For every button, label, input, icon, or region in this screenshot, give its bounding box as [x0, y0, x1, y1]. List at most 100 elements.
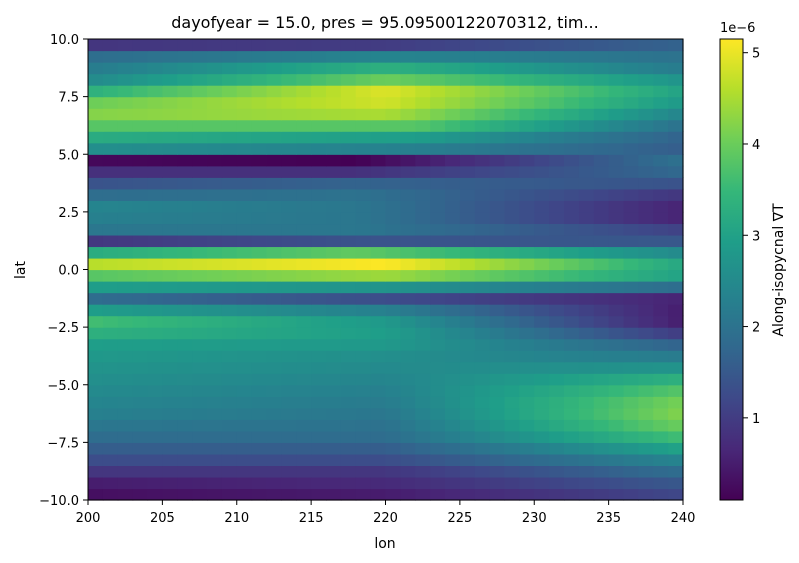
heatmap-cell — [623, 396, 639, 409]
heatmap-cell — [311, 223, 327, 236]
heatmap-cell — [534, 465, 550, 478]
heatmap-cell — [445, 211, 461, 225]
heatmap-cell — [236, 488, 253, 501]
heatmap-cell — [162, 85, 178, 98]
heatmap-cell — [504, 211, 520, 225]
heatmap-cell — [266, 211, 282, 225]
heatmap-cell — [668, 246, 684, 259]
heatmap-cell — [311, 177, 327, 190]
heatmap-cell — [623, 246, 639, 259]
heatmap-cell — [474, 131, 491, 144]
heatmap-cell — [251, 165, 268, 178]
heatmap-cell — [459, 327, 476, 340]
heatmap-cell — [385, 85, 401, 98]
heatmap-cell — [385, 315, 401, 328]
heatmap-cell — [266, 373, 282, 386]
heatmap-cell — [266, 188, 282, 201]
heatmap-cell — [623, 154, 639, 167]
heatmap-cell — [192, 73, 208, 86]
colorbar-tick-label: 2 — [752, 321, 760, 336]
heatmap-cell — [162, 211, 178, 225]
heatmap-cell — [564, 154, 580, 167]
heatmap-cell — [608, 62, 625, 75]
heatmap-cell — [311, 119, 327, 132]
heatmap-cell — [430, 338, 446, 351]
heatmap-cell — [474, 234, 491, 248]
heatmap-cell — [459, 234, 476, 248]
heatmap-cell — [459, 430, 476, 443]
heatmap-cell — [445, 142, 461, 155]
heatmap-cell — [504, 85, 520, 98]
heatmap-cell — [281, 154, 297, 167]
heatmap-cell — [489, 234, 506, 248]
heatmap-cell — [549, 96, 565, 109]
heatmap-cell — [147, 281, 163, 294]
heatmap-cell — [355, 39, 372, 52]
heatmap-cell — [668, 165, 684, 178]
heatmap-cell — [147, 211, 163, 225]
heatmap-cell — [340, 211, 357, 225]
heatmap-cell — [236, 73, 253, 86]
heatmap-cell — [549, 108, 565, 121]
heatmap-cell — [400, 200, 416, 213]
heatmap-cell — [474, 177, 491, 190]
heatmap-cell — [623, 338, 639, 351]
heatmap-cell — [221, 315, 238, 328]
heatmap-cell — [593, 361, 610, 374]
heatmap-cell — [564, 50, 580, 63]
heatmap-cell — [355, 281, 372, 294]
heatmap-cell — [623, 384, 639, 397]
heatmap-cell — [668, 223, 684, 236]
heatmap-cell — [385, 396, 401, 409]
heatmap-cell — [668, 396, 684, 409]
heatmap-cell — [326, 177, 342, 190]
heatmap-cell — [177, 465, 193, 478]
heatmap-cell — [385, 488, 401, 501]
heatmap-cell — [266, 39, 282, 52]
heatmap-cell — [355, 488, 372, 501]
colorbar — [719, 38, 744, 501]
heatmap-cell — [623, 419, 639, 432]
heatmap-cell — [311, 338, 327, 351]
heatmap-cell — [593, 338, 610, 351]
heatmap-cell — [221, 361, 238, 374]
heatmap-cell — [162, 488, 178, 501]
heatmap-cell — [102, 223, 119, 236]
heatmap-cell — [177, 281, 193, 294]
heatmap-cell — [207, 373, 223, 386]
heatmap-cell — [534, 108, 550, 121]
heatmap-cell — [207, 131, 223, 144]
heatmap-cell — [251, 200, 268, 213]
heatmap-cell — [281, 165, 297, 178]
heatmap-cell — [608, 39, 625, 52]
heatmap-cell — [207, 188, 223, 201]
heatmap-cell — [311, 108, 327, 121]
heatmap-cell — [132, 304, 149, 317]
heatmap-cell — [623, 50, 639, 63]
heatmap-cell — [653, 142, 669, 155]
heatmap-cell — [638, 142, 654, 155]
heatmap-cell — [638, 119, 654, 132]
heatmap-cell — [162, 200, 178, 213]
heatmap-cell — [162, 361, 178, 374]
heatmap-cell — [177, 211, 193, 225]
heatmap-cell — [236, 211, 253, 225]
heatmap-cell — [549, 200, 565, 213]
heatmap-cell — [534, 269, 550, 282]
heatmap-cell — [534, 488, 550, 501]
heatmap-cell — [445, 407, 461, 420]
heatmap-cell — [608, 246, 625, 259]
heatmap-cell — [340, 200, 357, 213]
heatmap-cell — [474, 96, 491, 109]
heatmap-cell — [578, 419, 595, 432]
heatmap-cell — [668, 62, 684, 75]
heatmap-cell — [177, 396, 193, 409]
heatmap-cell — [221, 188, 238, 201]
heatmap-cell — [519, 292, 535, 305]
heatmap-cell — [474, 304, 491, 317]
heatmap-cell — [415, 246, 431, 259]
heatmap-cell — [117, 407, 134, 420]
heatmap-cell — [608, 407, 625, 420]
heatmap-cell — [162, 154, 178, 167]
heatmap-cell — [430, 407, 446, 420]
